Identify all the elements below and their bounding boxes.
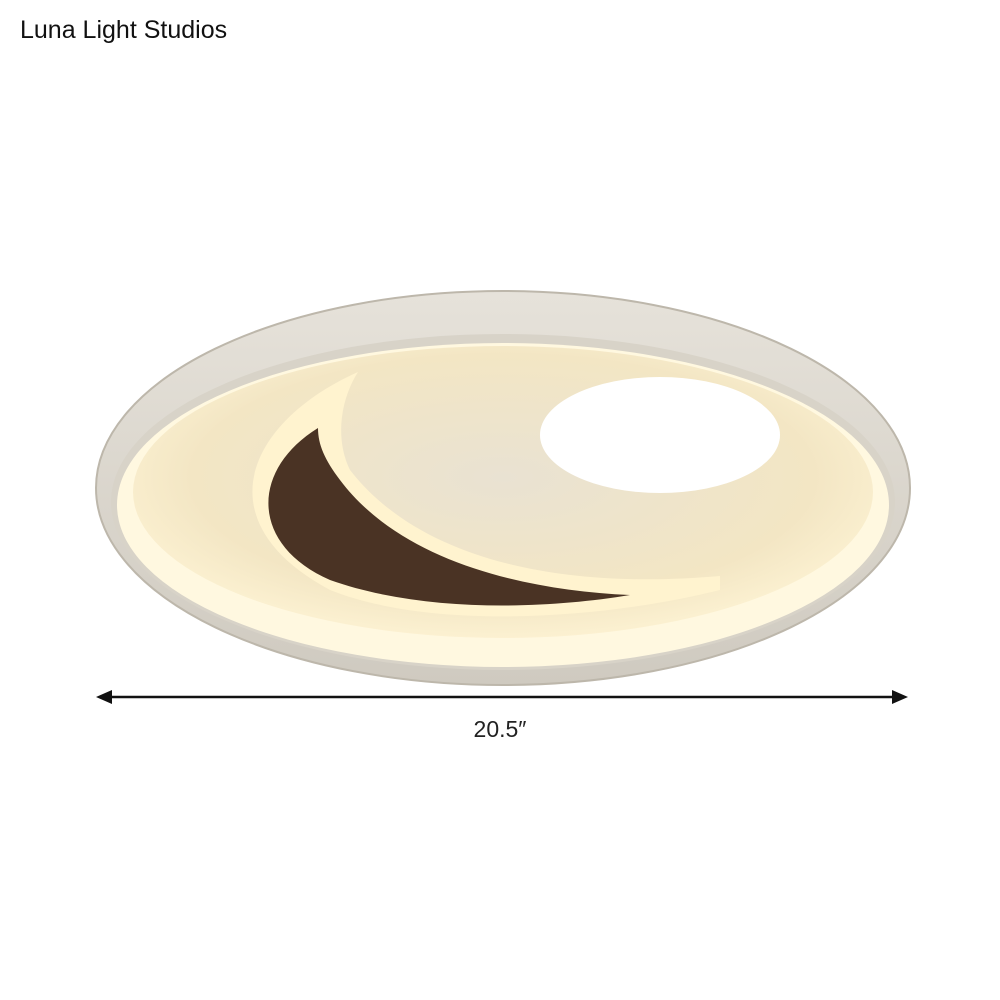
dimension-label: 20.5″ xyxy=(473,716,527,742)
arrow-right-icon xyxy=(892,690,908,704)
crescent-dark-panel xyxy=(268,428,630,606)
moon-circle xyxy=(540,377,780,493)
brand-name: Luna Light Studios xyxy=(20,16,228,44)
arrow-left-icon xyxy=(96,690,112,704)
